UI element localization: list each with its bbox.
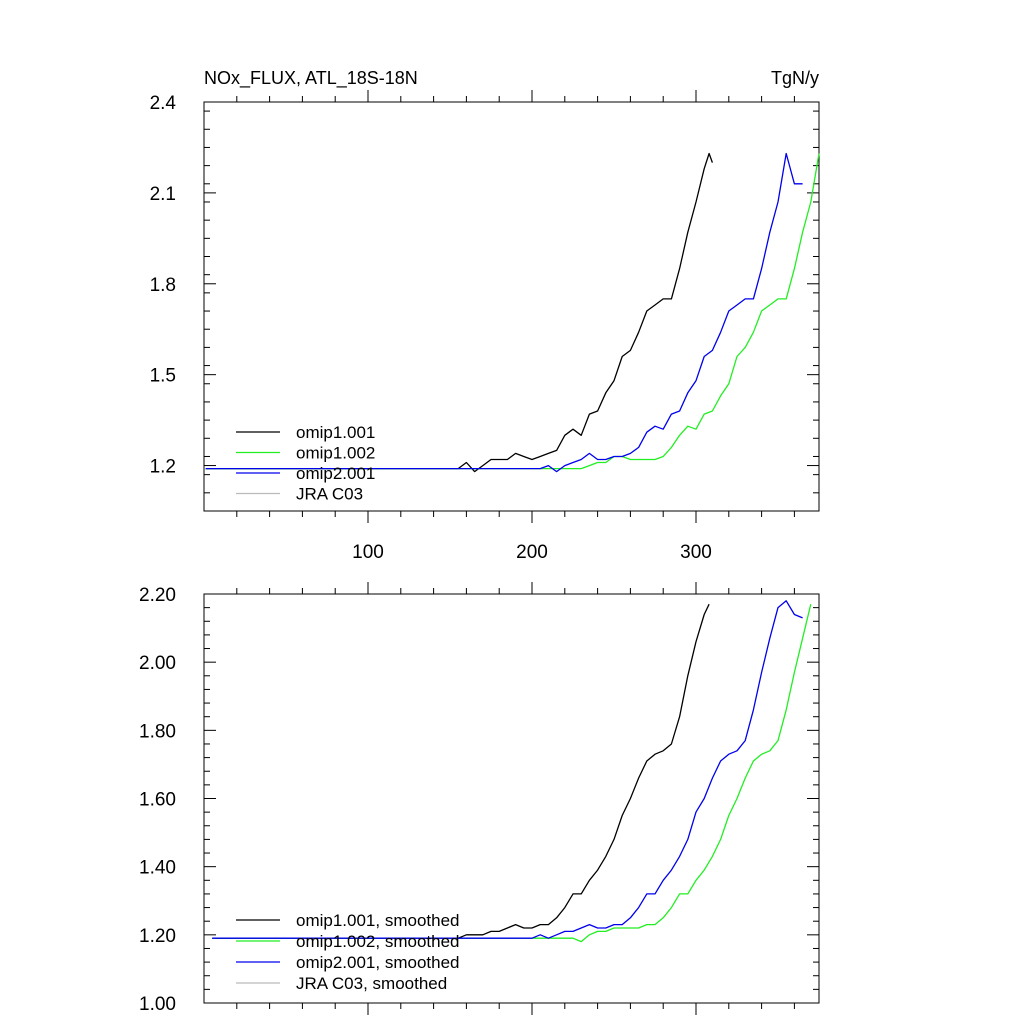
y-tick-label: 2.20 bbox=[139, 585, 176, 606]
series-line-2 bbox=[212, 600, 803, 939]
legend-label: JRA C03, smoothed bbox=[296, 974, 447, 993]
y-tick-label: 1.80 bbox=[139, 721, 176, 742]
series-line-2 bbox=[205, 152, 803, 473]
series-line-1 bbox=[212, 604, 812, 943]
y-tick-label: 1.2 bbox=[150, 457, 176, 478]
bottom-panel-smoothed: 1.00 1.20 1.40 1.60 1.80 2.00 2.20 omip1.001, s… bbox=[139, 582, 820, 1015]
top-panel-raw: 1.2 1.5 1.8 2.1 2.4 100 200 300 omip1.001 omip1.0… bbox=[150, 90, 820, 563]
legend-label: omip1.002 bbox=[296, 444, 375, 463]
y-tick-label: 2.4 bbox=[150, 93, 177, 114]
y-tick-label: 2.1 bbox=[150, 184, 176, 205]
legend-label: omip2.001, smoothed bbox=[296, 953, 460, 972]
y-tick-label: 2.00 bbox=[139, 653, 176, 674]
legend-label: omip1.001, smoothed bbox=[296, 911, 460, 930]
plot-frame bbox=[203, 101, 820, 512]
legend-label: omip1.001 bbox=[296, 423, 375, 442]
y-tick-label: 1.8 bbox=[150, 275, 176, 296]
x-tick-label: 100 bbox=[352, 542, 384, 563]
y-tick-label: 1.60 bbox=[139, 790, 176, 811]
y-tick-label: 1.20 bbox=[139, 926, 176, 947]
x-tick-label: 200 bbox=[516, 542, 548, 563]
y-tick-label: 1.00 bbox=[139, 994, 176, 1015]
y-tick-label: 1.40 bbox=[139, 858, 176, 879]
series-line-1 bbox=[205, 153, 820, 470]
y-tick-label: 1.5 bbox=[150, 366, 176, 387]
series-line-0 bbox=[212, 603, 710, 939]
legend-label: JRA C03 bbox=[296, 485, 363, 504]
legend-label: omip2.001 bbox=[296, 464, 375, 483]
series-line-0 bbox=[205, 152, 714, 473]
x-tick-label: 300 bbox=[680, 542, 712, 563]
legend-label: omip1.002, smoothed bbox=[296, 932, 460, 951]
plot-title-left: NOx_FLUX, ATL_18S-18N bbox=[204, 68, 418, 89]
plot-units-label: TgN/y bbox=[771, 68, 819, 88]
